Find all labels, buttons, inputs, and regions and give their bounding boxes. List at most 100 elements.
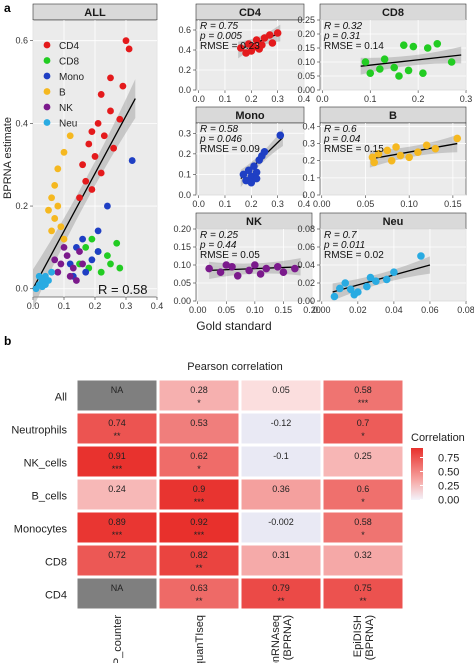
heat-cell — [158, 445, 240, 478]
data-point — [431, 144, 440, 153]
data-point — [279, 268, 288, 277]
data-point-nk — [51, 256, 59, 264]
y-tick-label: 0.02 — [297, 278, 315, 288]
y-tick-label: 0.3 — [302, 139, 315, 149]
facet-mono: Mono 0.0 0.1 0.2 0.3 0.4 0.0 0.1 0.2 0.3 R = 0.58p… — [178, 106, 310, 209]
data-point-neu — [32, 285, 40, 293]
data-point — [233, 272, 242, 280]
y-tick-label: 0.2 — [302, 156, 315, 166]
x-tick-label: 0.4 — [298, 94, 311, 104]
legend-label-b: B — [59, 88, 66, 99]
regression-line — [32, 98, 136, 290]
legend-tick-label: 0.75 — [438, 453, 459, 465]
cell-value: NA — [111, 385, 124, 395]
cell-significance: ** — [359, 596, 367, 606]
cell-value: 0.53 — [190, 418, 208, 428]
cell-significance: *** — [194, 530, 205, 540]
regression-line — [369, 142, 458, 160]
stat-line: R = 0.25 — [200, 230, 239, 241]
row-label: B_cells — [32, 491, 68, 503]
data-point-cd4 — [100, 132, 108, 140]
plot-panel — [319, 19, 467, 91]
legend-label-mono: Mono — [59, 72, 84, 83]
cell-value: 0.82 — [190, 550, 208, 560]
facet-strip-label: ALL — [84, 7, 106, 19]
x-tick-label: 0.0 — [192, 199, 205, 209]
data-point-cd4 — [125, 45, 133, 53]
data-point — [417, 252, 425, 260]
stat-line: p = 0.046 — [199, 134, 242, 145]
cell-value: 0.89 — [108, 517, 126, 527]
facet-all: ALL 0.0 0.1 0.2 0.3 0.4 0.0 0.2 0.4 0.6 CD4 CD8 Mono… — [2, 3, 272, 333]
data-point — [433, 40, 442, 48]
cell-significance: ** — [195, 563, 203, 573]
stat-line: RMSE = 0.05 — [200, 250, 260, 261]
data-point-b — [45, 206, 52, 214]
stat-line: R = 0.58 — [200, 124, 239, 135]
data-point — [395, 72, 403, 80]
column-label: (BPRNA) — [364, 615, 376, 660]
data-point — [250, 162, 258, 170]
heat-cell — [322, 412, 404, 445]
regression-line — [360, 54, 462, 67]
y-tick-label: 0.4 — [178, 45, 191, 55]
y-tick-label: 0.08 — [297, 224, 315, 234]
data-point-cd4 — [79, 161, 86, 169]
stat-line: RMSE = 0.15 — [324, 144, 384, 155]
cell-value: 0.28 — [190, 385, 208, 395]
data-point — [361, 58, 370, 66]
data-point — [354, 288, 362, 296]
data-point-nk — [73, 277, 80, 284]
heat-cell — [240, 478, 322, 511]
stat-line: R = 0.75 — [200, 21, 239, 32]
facet-strip-label: CD4 — [239, 7, 262, 19]
data-point-cd4 — [122, 37, 130, 45]
legend-tick-label: 0.50 — [438, 466, 459, 478]
data-point-nk — [57, 260, 65, 268]
y-tick-label: 0.00 — [297, 85, 315, 95]
overall-r-stat: R = 0.58 — [98, 282, 148, 297]
x-tick-label: 0.4 — [151, 301, 164, 311]
row-label: CD8 — [45, 557, 67, 569]
facet-strip-label: B — [389, 110, 397, 122]
data-point — [399, 41, 408, 49]
cell-value: 0.25 — [354, 451, 372, 461]
data-point — [252, 174, 261, 183]
column-label: MCP_counter — [112, 615, 124, 663]
cell-value: 0.6 — [357, 484, 370, 494]
y-tick-label: 0.00 — [297, 296, 315, 306]
cell-significance: * — [361, 530, 365, 540]
data-point — [422, 141, 431, 150]
heat-cell — [240, 412, 322, 445]
plot-panel — [195, 19, 305, 91]
data-point — [245, 266, 253, 275]
facet-neu: Neu 0.00 0.02 0.04 0.06 0.08 0.00 0.02 0.04 0.06 0… — [297, 212, 474, 315]
cell-value: 0.62 — [190, 451, 208, 461]
cell-significance: ** — [277, 596, 285, 606]
data-point-cd4 — [88, 186, 96, 193]
data-point — [268, 39, 277, 47]
heat-cell — [158, 379, 240, 412]
data-point-b — [60, 148, 68, 156]
data-point-mono — [82, 268, 90, 276]
data-point — [390, 63, 398, 72]
x-tick-label: 0.0 — [316, 94, 329, 104]
y-tick-label: 0.0 — [178, 85, 191, 95]
heatmap-title: Pearson correlation — [187, 361, 282, 373]
heat-cell — [322, 511, 404, 544]
heat-cell — [322, 478, 404, 511]
y-tick-label: 0.0 — [178, 190, 191, 200]
y-tick-label: 0.00 — [173, 296, 191, 306]
cell-value: -0.1 — [273, 451, 289, 461]
cell-significance: *** — [112, 464, 123, 474]
data-point-b — [51, 181, 59, 189]
row-label: All — [55, 392, 67, 404]
data-point-mono — [79, 235, 86, 243]
data-point — [330, 292, 339, 301]
facet-cd8: CD8 0.0 0.1 0.2 0.3 0.00 0.05 0.10 0.15 0.20 0.25 R… — [297, 3, 472, 104]
heat-cell — [158, 478, 240, 511]
data-point-b — [57, 223, 65, 231]
heat-cell — [76, 478, 158, 511]
data-point-cd8 — [88, 235, 96, 243]
